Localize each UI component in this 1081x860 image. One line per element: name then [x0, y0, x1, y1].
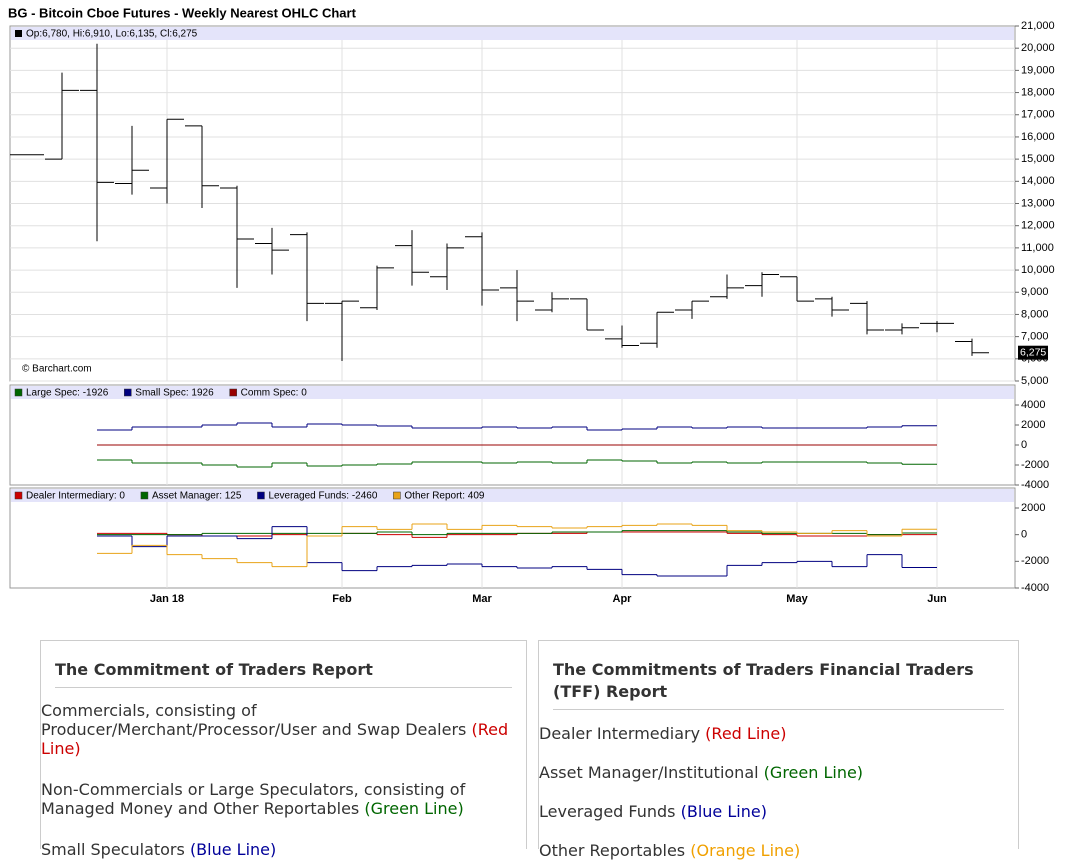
annotation: © Barchart.com: [22, 364, 92, 375]
item-text: Other Reportables: [539, 841, 686, 860]
item-text: Asset Manager/Institutional: [539, 763, 759, 782]
y-tick-label: -2000: [1021, 555, 1049, 567]
legend-strip: [11, 27, 1014, 40]
item-line: (Red Line): [41, 720, 509, 758]
legend-item: Other Reportables (Orange Line): [539, 841, 1018, 860]
item-line: (Blue Line): [189, 840, 277, 859]
y-tick-label: 16,000: [1021, 131, 1055, 143]
y-tick-label: 18,000: [1021, 86, 1055, 98]
legend-swatch: [393, 491, 401, 500]
legend-item: Non-Commercials or Large Speculators, co…: [41, 780, 526, 818]
x-tick-label: Jan 18: [150, 593, 184, 605]
chart: 5,0006,0007,0008,0009,00010,00011,00012,…: [8, 5, 1055, 605]
legend-label: Large Spec: -1926: [26, 388, 109, 399]
y-tick-label: 17,000: [1021, 109, 1055, 121]
tff-report-box: The Commitments of Traders Financial Tra…: [538, 640, 1019, 860]
last-price-box: [1018, 345, 1048, 360]
panel: [9, 384, 1016, 486]
y-tick-label: 10,000: [1021, 264, 1055, 276]
y-tick-label: 2000: [1021, 419, 1045, 431]
legend-swatch: [229, 388, 237, 397]
y-tick-label: 12,000: [1021, 220, 1055, 232]
box-title: The Commitments of Traders Financial Tra…: [553, 659, 1004, 710]
legend-item: Commercials, consisting of Producer/Merc…: [41, 701, 526, 758]
y-tick-label: -4000: [1021, 479, 1049, 491]
y-tick-label: 21,000: [1021, 20, 1055, 32]
legend-label: Other Report: 409: [404, 491, 484, 502]
item-line: (Orange Line): [690, 841, 801, 860]
legend-swatch: [124, 388, 132, 397]
item-line: (Blue Line): [680, 802, 767, 821]
legend-item: Small Speculators (Blue Line): [41, 840, 526, 859]
legend-text: Op:6,780, Hi:6,910, Lo:6,135, Cl:6,275: [26, 29, 198, 40]
y-tick-label: 20,000: [1021, 42, 1055, 54]
y-tick-label: 0: [1021, 439, 1027, 451]
item-text: Leveraged Funds: [539, 802, 676, 821]
chart-title: BG - Bitcoin Cboe Futures - Weekly Neare…: [8, 5, 357, 20]
y-tick-label: -2000: [1021, 459, 1049, 471]
y-tick-label: 7,000: [1021, 331, 1049, 343]
legend-label: Leveraged Funds: -2460: [268, 491, 377, 502]
box-title: The Commitment of Traders Report: [55, 659, 512, 688]
y-tick-label: 4000: [1021, 399, 1045, 411]
x-tick-label: Feb: [332, 593, 352, 605]
item-line: (Green Line): [763, 763, 864, 782]
item-line: (Red Line): [705, 724, 787, 743]
legend-label: Small Spec: 1926: [135, 388, 214, 399]
legend-label: Dealer Intermediary: 0: [26, 491, 125, 502]
y-tick-label: 13,000: [1021, 197, 1055, 209]
legend-swatch: [257, 491, 265, 500]
legend-swatch: [14, 491, 23, 500]
legend-item: Dealer Intermediary (Red Line): [539, 724, 1018, 743]
legend-swatch: [15, 30, 22, 37]
legend-label: Comm Spec: 0: [241, 388, 308, 399]
y-tick-label: 14,000: [1021, 175, 1055, 187]
y-tick-label: 11,000: [1021, 242, 1054, 254]
x-tick-label: Mar: [472, 593, 492, 605]
last-price-label: 6,275: [1020, 346, 1046, 358]
y-tick-label: 8,000: [1021, 308, 1049, 320]
legend-swatch: [14, 388, 23, 397]
x-tick-label: Apr: [613, 593, 633, 605]
y-tick-label: 15,000: [1021, 153, 1055, 165]
legend-item: Asset Manager/Institutional (Green Line): [539, 763, 1018, 782]
y-tick-label: 19,000: [1021, 64, 1055, 76]
y-tick-label: 0: [1021, 529, 1027, 541]
legend-item: Leveraged Funds (Blue Line): [539, 802, 1018, 821]
x-tick-label: May: [786, 593, 808, 605]
x-tick-label: Jun: [927, 593, 947, 605]
y-tick-label: 2000: [1021, 502, 1045, 514]
item-text: Dealer Intermediary: [539, 724, 701, 743]
legend-swatch: [140, 491, 149, 500]
y-tick-label: -4000: [1021, 582, 1049, 594]
legend-label: Asset Manager: 125: [152, 491, 242, 502]
legend-strip: [11, 386, 1014, 399]
cot-report-box: The Commitment of Traders Report Commerci…: [40, 640, 527, 859]
item-text: Small Speculators: [41, 840, 185, 859]
item-text: Non-Commercials or Large Speculators, co…: [41, 780, 466, 818]
item-line: (Green Line): [364, 799, 464, 818]
item-text: Commercials, consisting of Producer/Merc…: [41, 701, 467, 739]
y-tick-label: 5,000: [1021, 375, 1049, 387]
panel: [9, 487, 1016, 589]
y-tick-label: 9,000: [1021, 286, 1049, 298]
